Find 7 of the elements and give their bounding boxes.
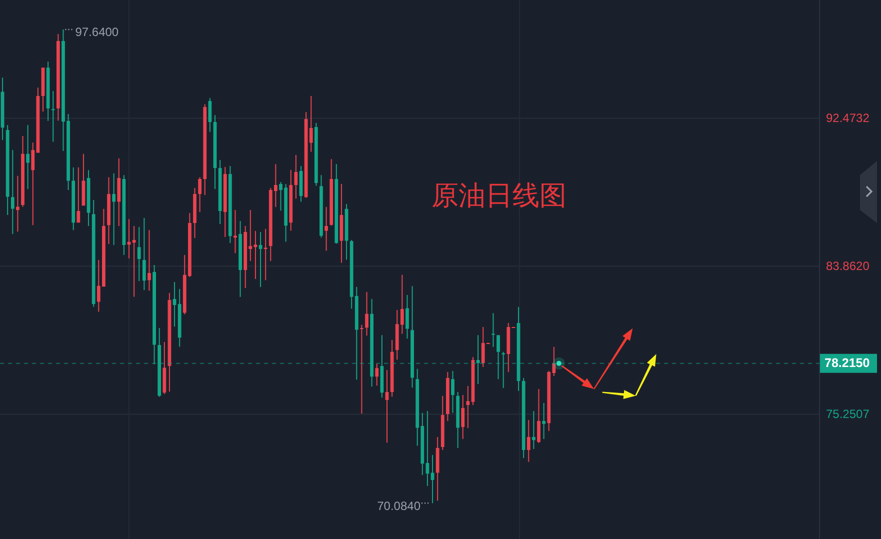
y-tick-label: 83.8620	[826, 258, 870, 273]
annotation-text: 97.6400	[75, 25, 119, 40]
y-tick-label: 75.2507	[826, 406, 870, 421]
y-tick-label: 92.4732	[826, 110, 870, 125]
title: 原油日线图	[432, 180, 566, 212]
annotation-text: 70.0840	[377, 498, 421, 513]
ref-line-label: 78.2150	[824, 356, 870, 370]
